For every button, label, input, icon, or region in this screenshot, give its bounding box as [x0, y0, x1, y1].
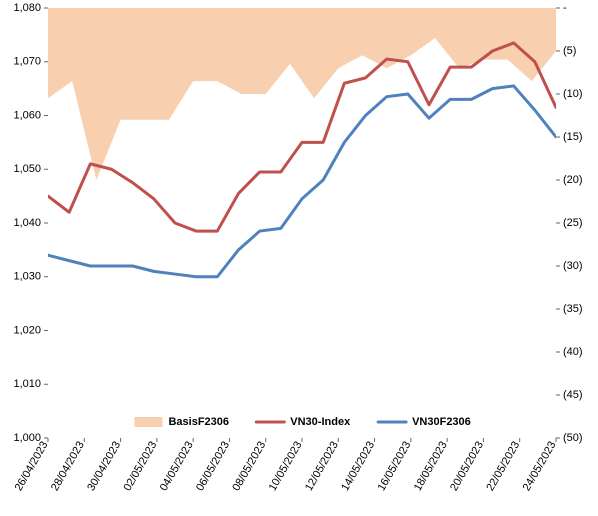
legend-item: BasisF2306 [134, 416, 229, 428]
x-tick-label: 16/05/2023 [376, 440, 414, 494]
y-right-tick-label: (45) [563, 389, 583, 401]
x-tick-label: 20/05/2023 [448, 440, 486, 494]
y-right-tick-label: (25) [563, 217, 583, 229]
y-left-tick-label: 1,050 [13, 163, 41, 175]
y-right-tick-label: (30) [563, 260, 583, 272]
y-left-tick-label: 1,080 [13, 2, 41, 14]
legend: BasisF2306 VN30-Index VN30F2306 [134, 416, 470, 428]
x-tick-label: 30/04/2023 [85, 440, 123, 494]
x-tick-label: 26/04/2023 [13, 440, 51, 494]
y-left-tick-label: 1,040 [13, 217, 41, 229]
y-left-tick-label: 1,020 [13, 324, 41, 336]
y-right-tick-label: (50) [563, 432, 583, 444]
y-left-tick-label: 1,010 [13, 378, 41, 390]
x-tick-label: 08/05/2023 [230, 440, 268, 494]
x-tick-label: 18/05/2023 [412, 440, 450, 494]
x-tick-label: 22/05/2023 [484, 440, 522, 494]
x-tick-label: 28/04/2023 [49, 440, 87, 494]
legend-label: VN30F2306 [412, 416, 471, 428]
y-right-tick-label: (40) [563, 346, 583, 358]
y-right-tick-label: (15) [563, 131, 583, 143]
y-right-tick-label: (10) [563, 88, 583, 100]
y-right-tick-label: (20) [563, 174, 583, 186]
x-tick-label: 02/05/2023 [122, 440, 160, 494]
x-tick-label: 06/05/2023 [194, 440, 232, 494]
y-left-tick-label: 1,030 [13, 271, 41, 283]
x-tick-label: 10/05/2023 [267, 440, 305, 494]
legend-label: VN30-Index [290, 416, 351, 428]
x-tick-label: 24/05/2023 [521, 440, 559, 494]
y-right-tick-label: (35) [563, 303, 583, 315]
legend-swatch-area [134, 417, 162, 427]
chart-container: 1,000 1,010 1,020 1,030 1,040 1,050 1,060 1,070… [0, 0, 598, 516]
x-tick-label: 12/05/2023 [303, 440, 341, 494]
x-tick-label: 04/05/2023 [158, 440, 196, 494]
y-right-tick-label: - [563, 2, 567, 14]
legend-label: BasisF2306 [168, 416, 229, 428]
y-left-tick-label: 1,060 [13, 109, 41, 121]
y-left-tick-label: 1,000 [13, 432, 41, 444]
legend-item: VN30F2306 [378, 416, 471, 428]
line-area-chart: 1,000 1,010 1,020 1,030 1,040 1,050 1,060 1,070… [0, 0, 598, 516]
y-left-tick-label: 1,070 [13, 56, 41, 68]
y-right-tick-label: (5) [563, 45, 576, 57]
x-tick-label: 14/05/2023 [339, 440, 377, 494]
legend-item: VN30-Index [256, 416, 351, 428]
